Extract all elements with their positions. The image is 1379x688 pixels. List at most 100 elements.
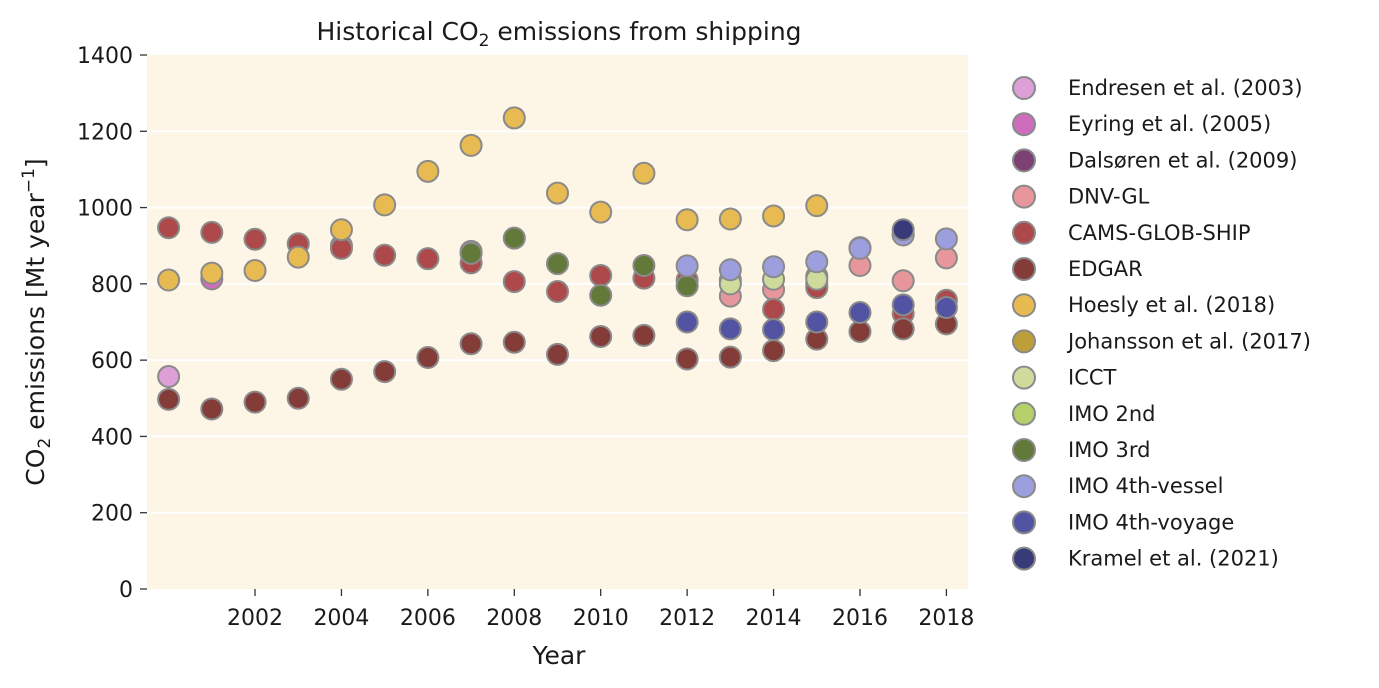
data-point (891, 218, 915, 242)
data-point (589, 283, 613, 307)
x-tick-label: 2008 (486, 606, 542, 631)
data-point (459, 241, 483, 265)
data-point (546, 279, 569, 303)
data-point (718, 207, 742, 231)
data-point (589, 200, 613, 224)
legend: Endresen et al. (2003) Eyring et al. (200… (1012, 76, 1311, 571)
y-axis-title-superscript: −1 (19, 168, 39, 193)
y-tick-label: 0 (119, 578, 133, 603)
y-axis-title: CO2 emissions [Mt year−1] (19, 158, 55, 485)
x-tick-label: 2016 (832, 606, 888, 631)
legend-label: DNV-GL (1068, 185, 1150, 209)
chart-title-suffix: emissions from shipping (489, 17, 801, 46)
data-point (848, 300, 872, 324)
data-point (416, 345, 440, 369)
data-point (934, 227, 958, 251)
data-point (416, 247, 440, 271)
data-point (373, 243, 397, 267)
legend-marker (1012, 401, 1036, 426)
data-point (934, 296, 958, 320)
legend-marker (1012, 257, 1036, 281)
data-point (157, 365, 181, 389)
data-point (762, 318, 786, 342)
chart-title-subscript: 2 (479, 31, 490, 51)
legend-label: CAMS-GLOB-SHIP (1068, 221, 1251, 245)
x-tick-label: 2014 (746, 606, 802, 631)
x-tick-label: 2018 (918, 606, 974, 631)
data-point (934, 246, 958, 270)
data-point (546, 181, 569, 205)
y-tick-label: 1000 (77, 197, 133, 222)
y-axis-title-suffix: emissions [Mt year (21, 192, 50, 437)
data-point (243, 259, 267, 283)
y-axis-ticks: 0 200 400 600 800 1000 1200 1400 (77, 44, 147, 603)
data-point (373, 193, 397, 217)
legend-label: Johansson et al. (2017) (1066, 329, 1311, 353)
data-point (891, 293, 915, 317)
data-point (762, 297, 786, 321)
y-tick-label: 800 (91, 273, 133, 298)
x-axis-ticks: 2002 2004 2006 2008 2010 2012 2014 2016 2018 (227, 589, 974, 631)
legend-marker (1012, 329, 1036, 354)
data-point (502, 330, 526, 354)
legend-label: EDGAR (1068, 257, 1143, 281)
data-point (459, 133, 483, 157)
y-tick-label: 200 (91, 502, 133, 527)
legend-label: Endresen et al. (2003) (1068, 76, 1303, 100)
data-point (675, 347, 699, 371)
data-point (200, 220, 224, 244)
data-point (243, 390, 267, 414)
data-point (329, 367, 353, 391)
legend-marker (1012, 365, 1036, 390)
legend-marker (1012, 546, 1036, 571)
data-point (805, 194, 829, 218)
x-tick-label: 2010 (573, 606, 629, 631)
data-point (632, 161, 656, 185)
data-point (891, 317, 915, 341)
data-point (589, 263, 613, 287)
x-axis-title: Year (532, 641, 587, 670)
data-point (632, 323, 656, 347)
data-point (286, 245, 310, 269)
data-point (762, 204, 786, 228)
data-point (675, 254, 699, 278)
y-tick-label: 1400 (77, 44, 133, 69)
data-point (243, 227, 267, 251)
legend-marker (1012, 438, 1036, 462)
y-axis-title-main: CO (21, 449, 50, 486)
legend-marker (1012, 76, 1036, 100)
data-point (805, 310, 829, 334)
x-tick-label: 2012 (659, 606, 715, 631)
chart-title: Historical CO2 emissions from shipping (316, 17, 801, 51)
x-tick-label: 2004 (313, 606, 369, 631)
legend-marker (1012, 510, 1036, 535)
data-point (502, 106, 526, 130)
data-point (286, 386, 310, 410)
y-axis-title-close: ] (21, 158, 50, 168)
legend-label: ICCT (1068, 366, 1117, 390)
legend-label: IMO 2nd (1068, 402, 1156, 426)
data-point (373, 360, 397, 384)
data-point (459, 332, 483, 356)
data-point (157, 387, 181, 411)
x-tick-label: 2006 (400, 606, 456, 631)
legend-label: Hoesly et al. (2018) (1068, 293, 1275, 317)
data-point (848, 236, 872, 260)
data-point (416, 159, 440, 183)
data-point (718, 317, 742, 341)
data-point (632, 254, 656, 278)
legend-label: IMO 4th-voyage (1068, 510, 1234, 534)
data-point (546, 252, 569, 276)
data-point (762, 339, 786, 363)
data-point (200, 261, 224, 285)
data-point (546, 342, 569, 366)
legend-marker (1012, 293, 1036, 318)
data-point (848, 320, 872, 344)
data-point (200, 397, 224, 421)
data-point (891, 269, 915, 293)
y-tick-label: 1200 (77, 120, 133, 145)
legend-label: Dalsøren et al. (2009) (1068, 148, 1297, 172)
legend-label: IMO 4th-vessel (1068, 474, 1223, 498)
y-tick-label: 600 (91, 349, 133, 374)
